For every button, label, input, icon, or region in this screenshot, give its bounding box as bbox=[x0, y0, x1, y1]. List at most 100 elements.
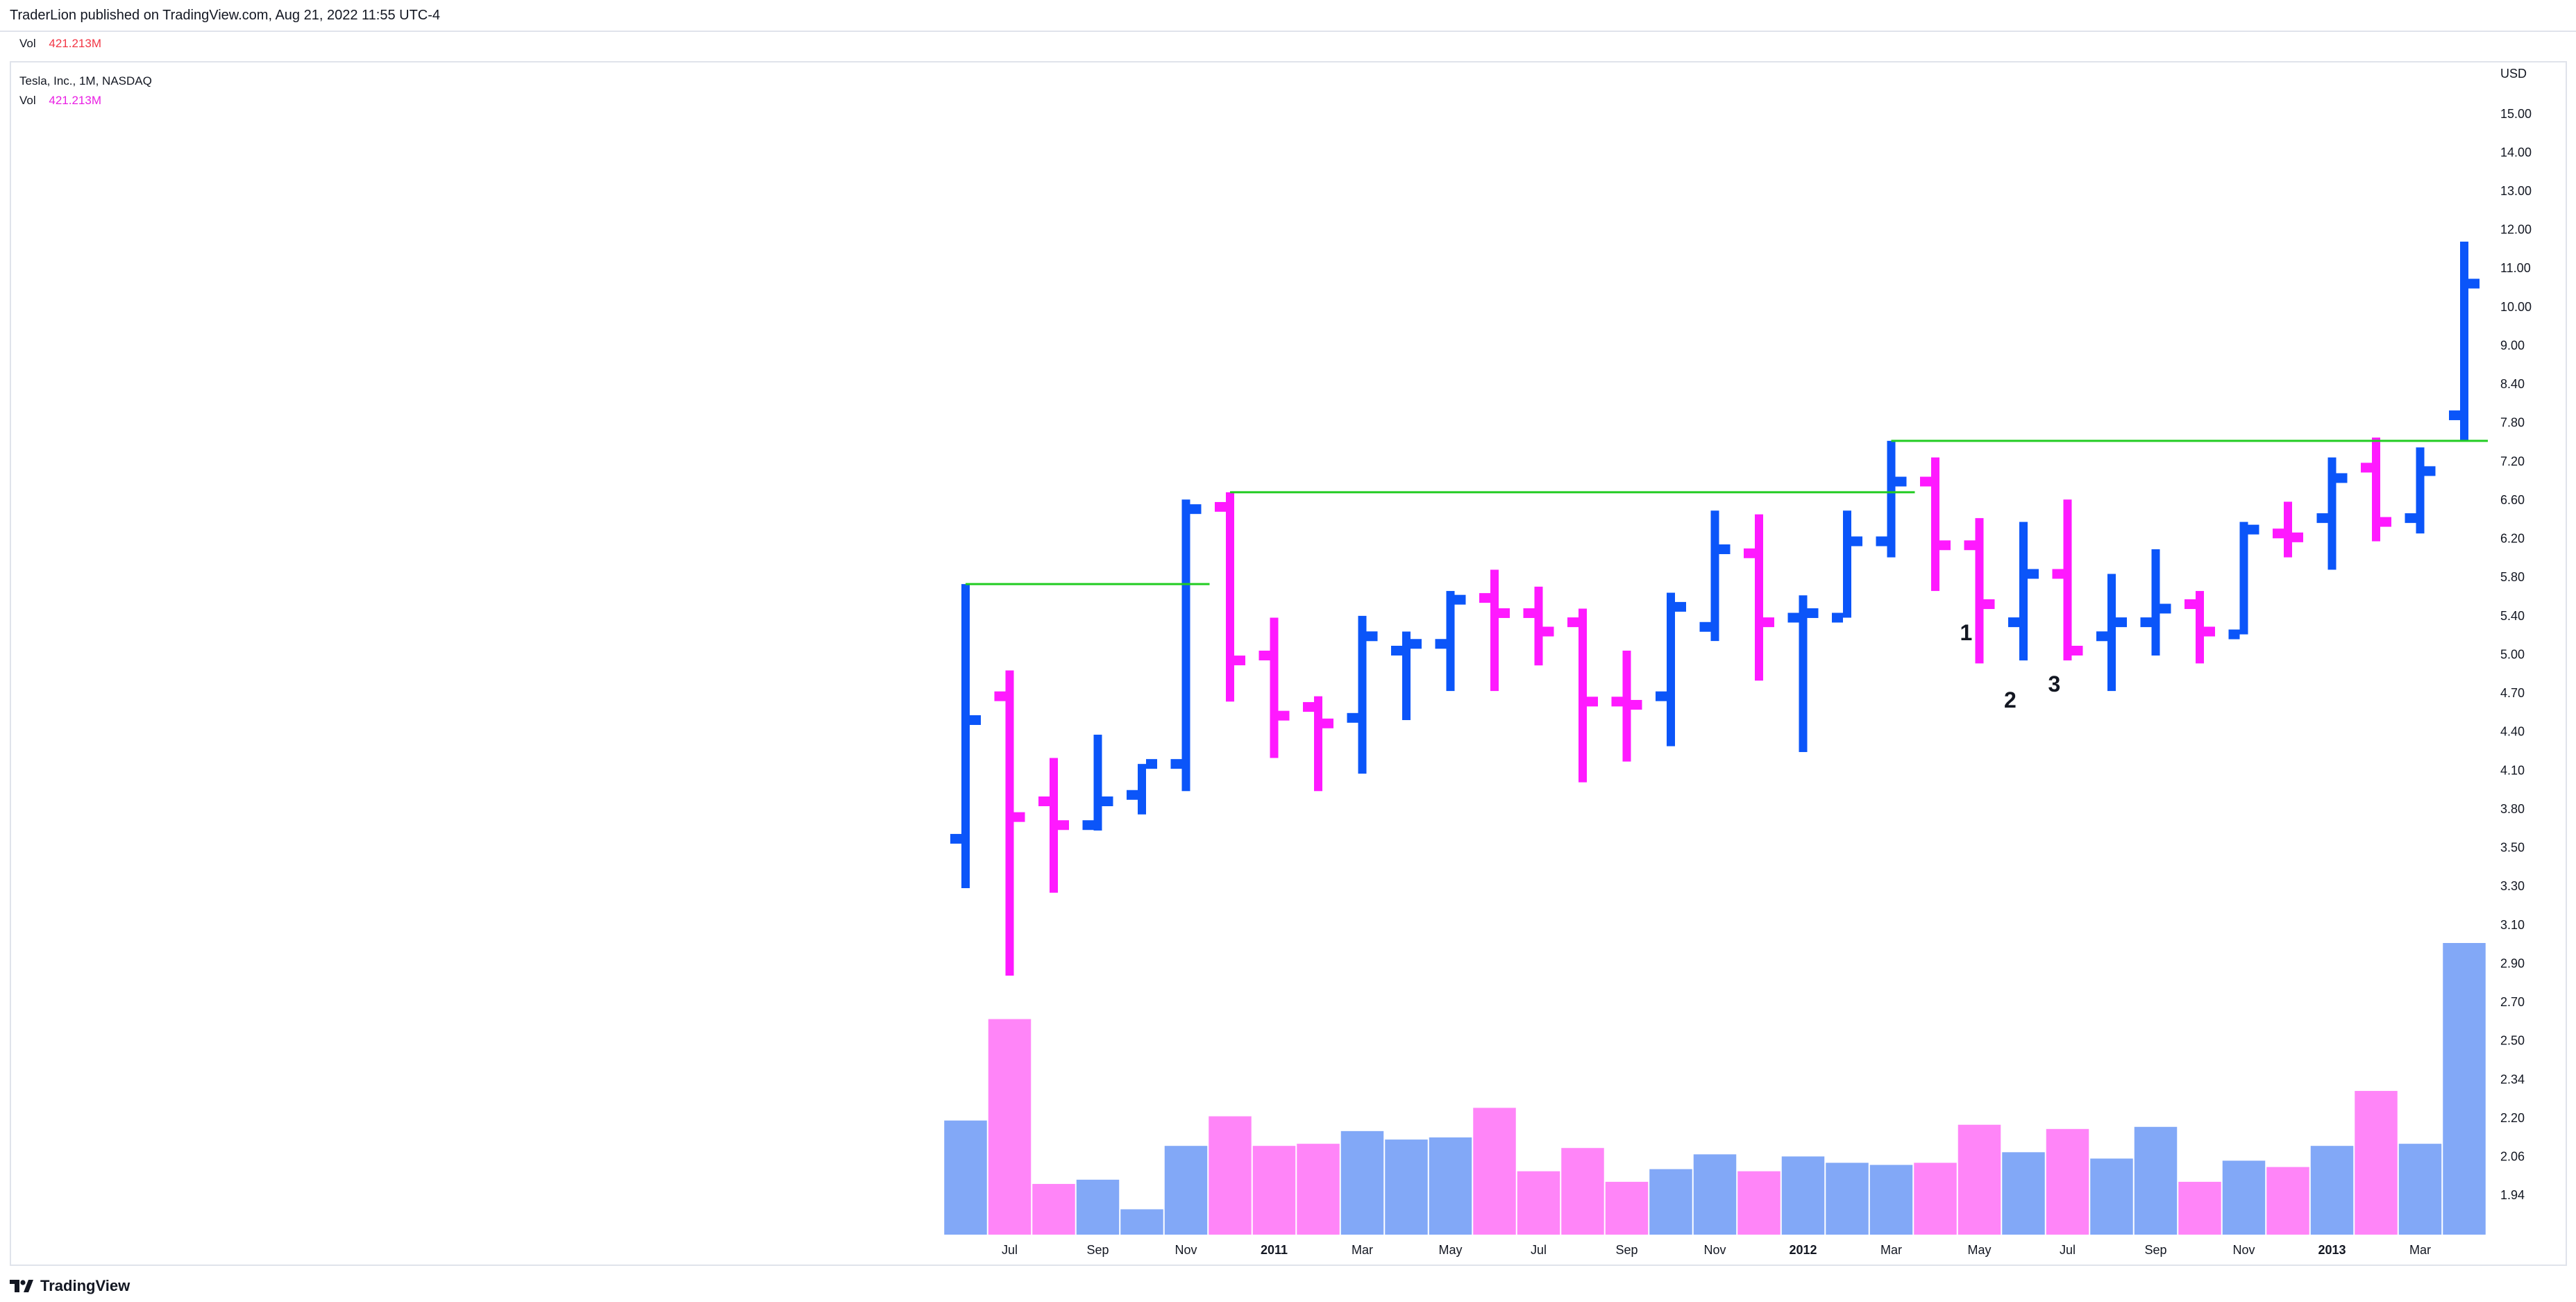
time-tick-label: 2013 bbox=[2318, 1243, 2346, 1257]
wave-annotation: 2 bbox=[2004, 687, 2017, 712]
ohlc-bar bbox=[1699, 510, 1731, 642]
volume-value: 421.213M bbox=[49, 37, 101, 50]
price-tick-label: 3.80 bbox=[2500, 802, 2525, 816]
volume-label: Vol bbox=[19, 37, 36, 50]
price-tick-label: 7.20 bbox=[2500, 454, 2525, 468]
volume-bar bbox=[944, 1120, 987, 1235]
time-tick-label: Jul bbox=[1531, 1243, 1547, 1257]
tradingview-logo-icon bbox=[10, 1280, 33, 1292]
tradingview-brand: TradingView bbox=[40, 1277, 131, 1294]
ohlc-bar bbox=[1258, 617, 1290, 758]
price-tick-label: 2.20 bbox=[2500, 1111, 2525, 1125]
volume-bar bbox=[1958, 1124, 2001, 1235]
volume-bar bbox=[2443, 943, 2486, 1235]
volume-bar bbox=[1076, 1179, 1120, 1235]
time-tick-label: Sep bbox=[1615, 1243, 1638, 1257]
ohlc-bar bbox=[1479, 569, 1510, 692]
price-tick-label: 4.10 bbox=[2500, 763, 2525, 777]
time-tick-label: Nov bbox=[2232, 1243, 2255, 1257]
ohlc-bar bbox=[1611, 650, 1642, 762]
ohlc-bar bbox=[2096, 574, 2127, 692]
volume-indicator-top: Vol 421.213M bbox=[19, 37, 101, 51]
ohlc-bar bbox=[2008, 521, 2039, 661]
price-axis[interactable]: USD 15.00 14.00 13.00 12.00 11.00 10.00 9.00 8.4… bbox=[2500, 67, 2532, 1202]
legend-volume-value: 421.213M bbox=[49, 94, 101, 107]
volume-bar bbox=[2355, 1091, 2398, 1235]
publish-header: TraderLion published on TradingView.com,… bbox=[0, 0, 2576, 32]
ohlc-bar bbox=[1127, 759, 1157, 815]
ohlc-bar bbox=[1082, 735, 1113, 831]
price-tick-label: 8.40 bbox=[2500, 377, 2525, 391]
price-tick-label: 10.00 bbox=[2500, 300, 2532, 314]
ohlc-bar bbox=[994, 670, 1025, 976]
price-tick-label: 3.50 bbox=[2500, 841, 2525, 855]
time-tick-label: 2011 bbox=[1261, 1243, 1288, 1257]
time-tick-label: Jul bbox=[2060, 1243, 2076, 1257]
ohlc-bar bbox=[1876, 440, 1907, 558]
ohlc-bar bbox=[1347, 615, 1378, 774]
volume-bar bbox=[2046, 1128, 2089, 1235]
ohlc-bar bbox=[1523, 586, 1554, 666]
chart-frame bbox=[10, 61, 2567, 1266]
price-tick-label: 6.20 bbox=[2500, 532, 2525, 546]
volume-bar bbox=[1297, 1144, 1340, 1235]
wave-annotation: 3 bbox=[2048, 671, 2061, 696]
ohlc-bars bbox=[950, 241, 2480, 976]
ohlc-bar bbox=[1964, 518, 1995, 664]
price-tick-label: 4.70 bbox=[2500, 686, 2525, 700]
price-tick-label: 5.80 bbox=[2500, 570, 2525, 584]
volume-bar bbox=[2002, 1152, 2045, 1235]
price-tick-label: 2.70 bbox=[2500, 995, 2525, 1009]
volume-bar bbox=[2178, 1181, 2221, 1235]
volume-bar bbox=[2266, 1167, 2309, 1235]
price-tick-label: 3.30 bbox=[2500, 879, 2525, 893]
ohlc-bar bbox=[2184, 591, 2215, 664]
volume-bar bbox=[2134, 1126, 2178, 1235]
ohlc-bar bbox=[1567, 608, 1598, 783]
volume-bar bbox=[2310, 1146, 2354, 1235]
currency-label: USD bbox=[2500, 67, 2527, 81]
ohlc-bar bbox=[2052, 499, 2083, 661]
volume-bar bbox=[1429, 1137, 1472, 1235]
volume-bars bbox=[944, 943, 2486, 1235]
volume-bar bbox=[2090, 1158, 2133, 1235]
volume-bar bbox=[1517, 1171, 1560, 1235]
ohlc-bar bbox=[2361, 437, 2391, 542]
ohlc-bar bbox=[2449, 241, 2480, 441]
time-tick-label: Sep bbox=[1086, 1243, 1109, 1257]
time-tick-label: May bbox=[1967, 1243, 1991, 1257]
legend-volume: Vol 421.213M bbox=[19, 91, 152, 110]
volume-bar bbox=[1914, 1162, 1957, 1235]
price-tick-label: 1.94 bbox=[2500, 1188, 2525, 1202]
volume-bar bbox=[1605, 1181, 1649, 1235]
annotations: 1 2 3 bbox=[1960, 620, 2061, 712]
price-tick-label: 5.00 bbox=[2500, 647, 2525, 661]
volume-bar bbox=[1120, 1209, 1163, 1235]
volume-bar bbox=[2222, 1160, 2266, 1235]
wave-annotation: 1 bbox=[1960, 620, 1973, 645]
ohlc-bar bbox=[1303, 696, 1333, 792]
volume-bar bbox=[1737, 1171, 1781, 1235]
volume-bar bbox=[1032, 1183, 1075, 1235]
ohlc-bar bbox=[1435, 591, 1466, 692]
price-tick-label: 2.34 bbox=[2500, 1072, 2525, 1086]
price-tick-label: 6.60 bbox=[2500, 493, 2525, 507]
price-tick-label: 9.00 bbox=[2500, 338, 2525, 352]
time-tick-label: Nov bbox=[1175, 1243, 1197, 1257]
ohlc-bar bbox=[950, 584, 981, 889]
volume-bar bbox=[1340, 1130, 1384, 1235]
ohlc-bar bbox=[2405, 447, 2436, 534]
volume-bar bbox=[1826, 1162, 1869, 1235]
time-tick-label: May bbox=[1438, 1243, 1462, 1257]
publisher-text: TraderLion published on TradingView.com,… bbox=[10, 8, 441, 23]
price-tick-label: 11.00 bbox=[2500, 261, 2531, 275]
volume-bar bbox=[1252, 1146, 1296, 1235]
ohlc-bar bbox=[2228, 521, 2259, 640]
chart-legend: Tesla, Inc., 1M, NASDAQ Vol 421.213M bbox=[19, 72, 152, 110]
volume-bar bbox=[1209, 1116, 1252, 1235]
footer: TradingView bbox=[10, 1271, 130, 1301]
time-axis[interactable]: Jul Sep Nov 2011 Mar May Jul Sep Nov 2012 Mar May Ju… bbox=[1002, 1243, 2431, 1257]
price-tick-label: 2.90 bbox=[2500, 956, 2525, 970]
volume-bar bbox=[1385, 1140, 1428, 1235]
